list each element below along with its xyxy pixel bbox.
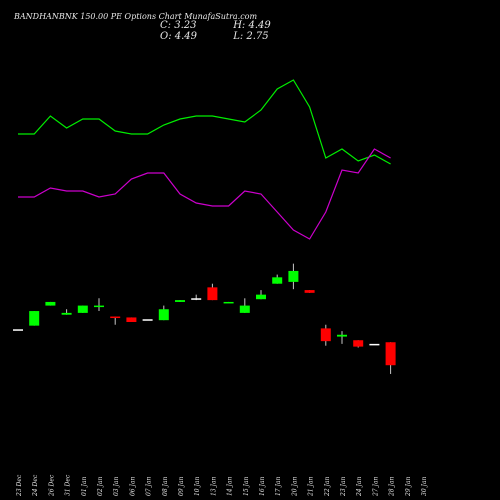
- x-tick-label: 10 Jan: [194, 476, 201, 496]
- candle-body: [77, 305, 88, 313]
- x-tick-label: 20 Jan: [291, 476, 298, 497]
- x-tick-label: 01 Jan: [81, 476, 88, 496]
- x-tick-label: 08 Jan: [162, 476, 169, 496]
- x-tick-label: 13 Jan: [210, 476, 217, 496]
- candle-body: [94, 305, 104, 308]
- candle-body: [207, 287, 218, 301]
- x-tick-label: 09 Jan: [178, 476, 185, 496]
- x-tick-label: 30 Jan: [421, 476, 428, 496]
- candle-body: [142, 319, 153, 321]
- candle-body: [29, 311, 40, 326]
- x-tick-label: 07 Jan: [146, 476, 153, 496]
- x-tick-label: 31 Dec: [65, 474, 72, 496]
- close-value: C: 3.23: [160, 20, 197, 31]
- candle-body: [239, 305, 250, 313]
- ohlc-row-2: O: 4.49 L: 2.75: [160, 31, 303, 42]
- lower-indicator-line: [18, 148, 391, 240]
- x-tick-label: 23 Jan: [340, 476, 347, 497]
- upper-indicator-line: [18, 79, 391, 165]
- candle-body: [13, 329, 23, 331]
- candle-body: [320, 328, 331, 342]
- candle-body: [223, 301, 234, 304]
- chart-title: BANDHANBNK 150.00 PE Options Chart Munaf…: [14, 12, 258, 21]
- x-tick-label: 17 Jan: [275, 476, 282, 496]
- candle-body: [272, 277, 283, 284]
- x-tick-label: 29 Jan: [405, 476, 412, 497]
- candle-body: [110, 316, 121, 319]
- x-tick-label: 22 Jan: [324, 476, 331, 497]
- x-tick-label: 24 Dec: [32, 474, 39, 497]
- candle-body: [353, 340, 364, 347]
- candle-body: [337, 334, 347, 337]
- x-tick-label: 24 Jan: [356, 476, 363, 497]
- candle-body: [304, 290, 315, 293]
- candle-body: [45, 301, 56, 306]
- x-tick-label: 15 Jan: [243, 476, 250, 496]
- candle-body: [369, 343, 380, 346]
- candle-body: [191, 298, 202, 300]
- x-tick-label: 28 Jan: [389, 476, 396, 497]
- high-value: H: 4.49: [233, 20, 271, 31]
- open-value: O: 4.49: [160, 31, 198, 42]
- ohlc-readout: C: 3.23 H: 4.49 O: 4.49 L: 2.75: [160, 20, 303, 42]
- candle-body: [256, 294, 266, 300]
- x-tick-label: 26 Dec: [48, 474, 55, 497]
- candle-body: [158, 309, 169, 321]
- x-tick-label: 02 Jan: [97, 476, 104, 496]
- candle-body: [61, 312, 72, 315]
- x-tick-label: 14 Jan: [227, 476, 234, 496]
- x-tick-label: 27 Jan: [372, 476, 379, 497]
- x-tick-label: 03 Jan: [113, 476, 120, 496]
- x-tick-label: 23 Dec: [16, 474, 23, 497]
- low-value: L: 2.75: [233, 31, 269, 42]
- candle-body: [126, 317, 137, 322]
- x-tick-label: 16 Jan: [259, 476, 266, 496]
- candle-body: [288, 270, 299, 282]
- ohlc-row-1: C: 3.23 H: 4.49: [160, 20, 303, 31]
- candle-body: [175, 300, 185, 302]
- x-tick-label: 06 Jan: [129, 476, 136, 496]
- candle-body: [385, 342, 396, 366]
- x-tick-label: 21 Jan: [308, 476, 315, 497]
